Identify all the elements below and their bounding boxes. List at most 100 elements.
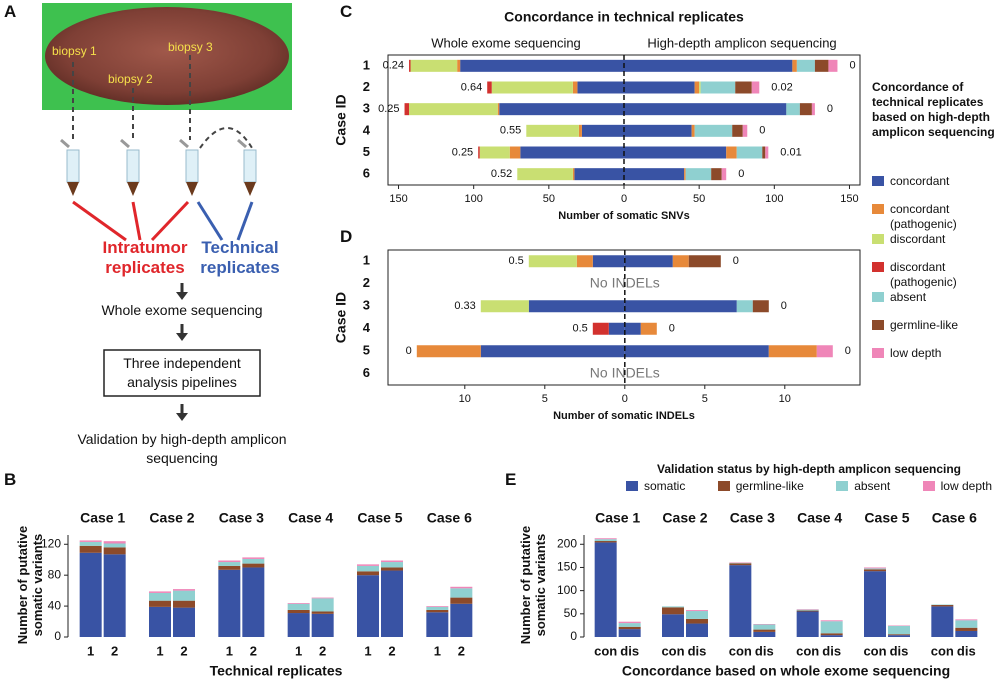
bar-segment	[576, 255, 593, 268]
left-annotation: 0.25	[378, 103, 399, 115]
chart-title: Concordance in technical replicates	[504, 9, 744, 25]
x-tick-label: dis	[688, 643, 707, 658]
bar-segment	[578, 124, 582, 137]
right-annotation: 0.02	[771, 81, 792, 93]
intratumor-label: Intratumor replicates	[102, 238, 188, 277]
bar-segment	[955, 627, 978, 631]
bar-segment	[480, 345, 625, 358]
group-label: Case 5	[357, 510, 402, 526]
bar-segment	[888, 635, 910, 637]
bar-segment	[381, 570, 403, 637]
bar-segment	[820, 620, 843, 622]
bar-segment	[103, 554, 126, 637]
bar-segment	[662, 606, 684, 608]
x-axis-title: Concordance based on whole exome sequenc…	[622, 663, 950, 679]
bar-segment	[624, 124, 692, 137]
bar-segment	[721, 168, 727, 181]
legend-title: Concordance of technical replicates base…	[872, 80, 995, 139]
y-axis-title: Case ID	[333, 94, 349, 145]
y-tick-label: 120	[41, 536, 61, 550]
bar-segment	[931, 606, 954, 637]
y-tick-label: 2	[363, 275, 370, 290]
bar-segment	[287, 603, 310, 610]
bar-segment	[572, 81, 578, 94]
bar-segment	[753, 629, 776, 632]
x-tick-label: 2	[388, 643, 395, 658]
bar-segment	[479, 146, 510, 159]
x-tick-label: 2	[319, 643, 326, 658]
bar-segment	[381, 562, 403, 568]
group-label: Case 4	[288, 510, 333, 526]
group-label: Case 6	[427, 510, 472, 526]
bar-segment	[686, 610, 708, 612]
y-tick-label: 6	[363, 166, 370, 181]
right-annotation: 0	[845, 345, 851, 357]
bar-segment	[416, 345, 481, 358]
bar-segment	[509, 146, 521, 159]
bar-segment	[450, 586, 473, 589]
bar-segment	[528, 300, 625, 313]
bar-segment	[732, 124, 743, 137]
bar-segment	[955, 630, 978, 637]
tubes	[60, 138, 257, 196]
bar-segment	[426, 606, 449, 607]
bar-segment	[762, 146, 766, 159]
left-annotation: 0.33	[454, 300, 475, 312]
group-label: Case 2	[662, 510, 707, 526]
y-tick-label: 6	[363, 365, 370, 380]
legend-text: germline-like	[890, 318, 959, 332]
bar-segment	[381, 567, 403, 571]
bar-segment	[864, 568, 886, 570]
legend-text: absent	[890, 290, 927, 304]
bar-segment	[357, 575, 379, 637]
bar-segment	[752, 300, 769, 313]
bar-segment	[694, 81, 700, 94]
step-label: Whole exome sequencing	[101, 302, 263, 318]
y-tick-label: 3	[363, 298, 370, 313]
x-tick-label: 10	[459, 393, 471, 405]
bar-segment	[457, 59, 461, 72]
legend-items: concordant concordant (pathogenic) discord…	[872, 174, 998, 374]
group-label: Case 6	[932, 510, 977, 526]
group-label: Case 2	[149, 510, 194, 526]
x-tick-label: 100	[765, 193, 783, 205]
bar-segment	[528, 255, 577, 268]
x-tick-label: 100	[465, 193, 483, 205]
bar-segment	[311, 611, 334, 614]
left-annotation: 0.64	[461, 81, 482, 93]
legend-swatch	[626, 481, 638, 491]
bar-segment	[624, 103, 787, 116]
y-tick-label: 200	[557, 536, 577, 550]
bar-segment	[218, 569, 241, 637]
legend-title: Validation status by high-depth amplicon…	[656, 462, 962, 476]
bar-segment	[624, 345, 769, 358]
y-tick-label: 5	[363, 343, 370, 358]
legend-text: low depth	[940, 479, 992, 493]
y-tick-label: 4	[363, 122, 371, 137]
right-annotation: 0	[738, 168, 744, 180]
x-tick-label: 1	[87, 643, 94, 658]
y-tick-label: 50	[564, 606, 578, 620]
bar-segment	[499, 103, 624, 116]
bar-segment	[594, 542, 617, 637]
bar-segment	[624, 146, 727, 159]
y-tick-label: 80	[48, 567, 62, 581]
bar-segment	[497, 103, 500, 116]
bar-segment	[410, 59, 458, 72]
bar-segment	[753, 631, 776, 637]
group-label: Case 3	[219, 510, 264, 526]
bar-segment	[624, 300, 737, 313]
y-tick-label: 5	[363, 144, 370, 159]
bar-segment	[735, 81, 752, 94]
bar-segment	[149, 600, 171, 607]
legend-items: somatic germline-like absent low depth	[626, 479, 992, 493]
x-tick-label: 2	[250, 643, 257, 658]
bar-segment	[796, 610, 819, 612]
bar-segment	[450, 588, 473, 598]
x-tick-label: 0	[622, 393, 628, 405]
bar-segment	[624, 81, 695, 94]
bar-segment	[426, 609, 449, 613]
legend-text: germline-like	[735, 479, 804, 493]
